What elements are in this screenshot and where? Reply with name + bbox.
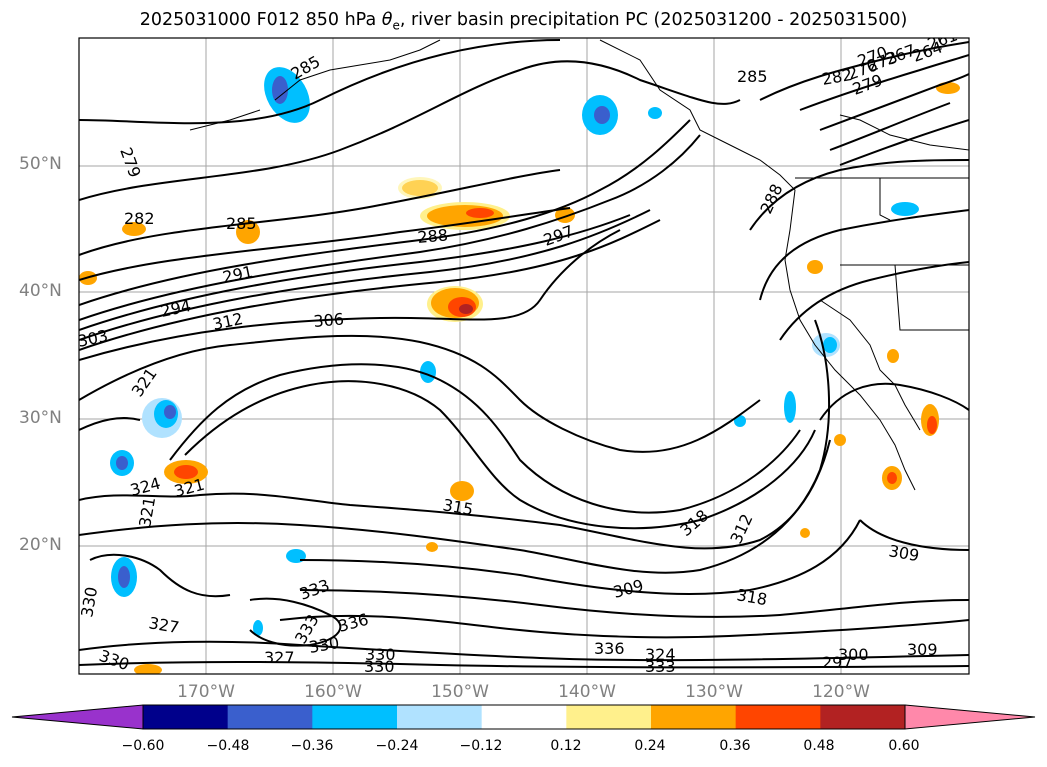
lat-label-30n: 30°N	[19, 408, 62, 428]
contour-label: 285	[737, 67, 768, 86]
theta-e-contours	[79, 39, 969, 669]
colorbar-bin	[566, 705, 652, 729]
colorbar-bin	[820, 705, 906, 729]
lat-label-20n: 20°N	[19, 535, 62, 555]
lat-label-50n: 50°N	[19, 154, 62, 174]
contour-label: 336	[594, 639, 625, 658]
contour-label: 285	[226, 214, 257, 233]
colorbar-tick: 0.60	[888, 738, 920, 754]
colorbar-tick: 0.12	[550, 738, 582, 754]
colorbar-extend-low	[11, 704, 144, 730]
contour-label: 297	[822, 653, 853, 672]
lat-label-40n: 40°N	[19, 281, 62, 301]
coastlines	[189, 39, 969, 491]
lon-label-160w: 160°W	[304, 682, 362, 702]
colorbar-tick: −0.36	[290, 738, 334, 754]
colorbar-bin	[481, 705, 567, 729]
contour-label: 309	[907, 640, 938, 659]
contour-label: 288	[417, 225, 449, 247]
colorbar-bin	[143, 705, 229, 729]
colorbar-bin	[227, 705, 313, 729]
lon-label-140w: 140°W	[558, 682, 616, 702]
precip-shading	[79, 67, 960, 674]
colorbar-tick: −0.24	[375, 738, 419, 754]
contour-label: 333	[645, 657, 676, 676]
contour-label: 306	[313, 309, 345, 331]
contour-label: 282	[124, 209, 155, 228]
contour-labels: 285 279 282 285 288 291 294 303 312 306 …	[77, 38, 960, 676]
colorbar-tick: 0.24	[634, 738, 666, 754]
colorbar-tick: 0.48	[803, 738, 835, 754]
colorbar-tick: −0.60	[121, 738, 165, 754]
colorbar-tick: −0.12	[459, 738, 503, 754]
colorbar-tick: −0.48	[206, 738, 250, 754]
colorbar-tick: 0.36	[719, 738, 751, 754]
colorbar-bin	[312, 705, 398, 729]
lon-label-170w: 170°W	[177, 682, 235, 702]
map-frame	[78, 37, 970, 675]
contour-label: 300	[838, 645, 869, 664]
lon-label-150w: 150°W	[431, 682, 489, 702]
lon-label-130w: 130°W	[685, 682, 743, 702]
colorbar-bin	[397, 705, 483, 729]
colorbar-bin	[735, 705, 821, 729]
contour-label: 324	[645, 645, 676, 664]
contour-label: 330	[364, 657, 395, 676]
contour-label: 330	[365, 645, 396, 664]
lon-label-120w: 120°W	[812, 682, 870, 702]
contour-label: 330	[77, 585, 101, 618]
colorbar-extend-high	[904, 704, 1036, 730]
colorbar-bin	[651, 705, 737, 729]
map-title: 2025031000 F012 850 hPa θe, river basin …	[139, 10, 908, 33]
contour-label: 327	[264, 648, 295, 667]
